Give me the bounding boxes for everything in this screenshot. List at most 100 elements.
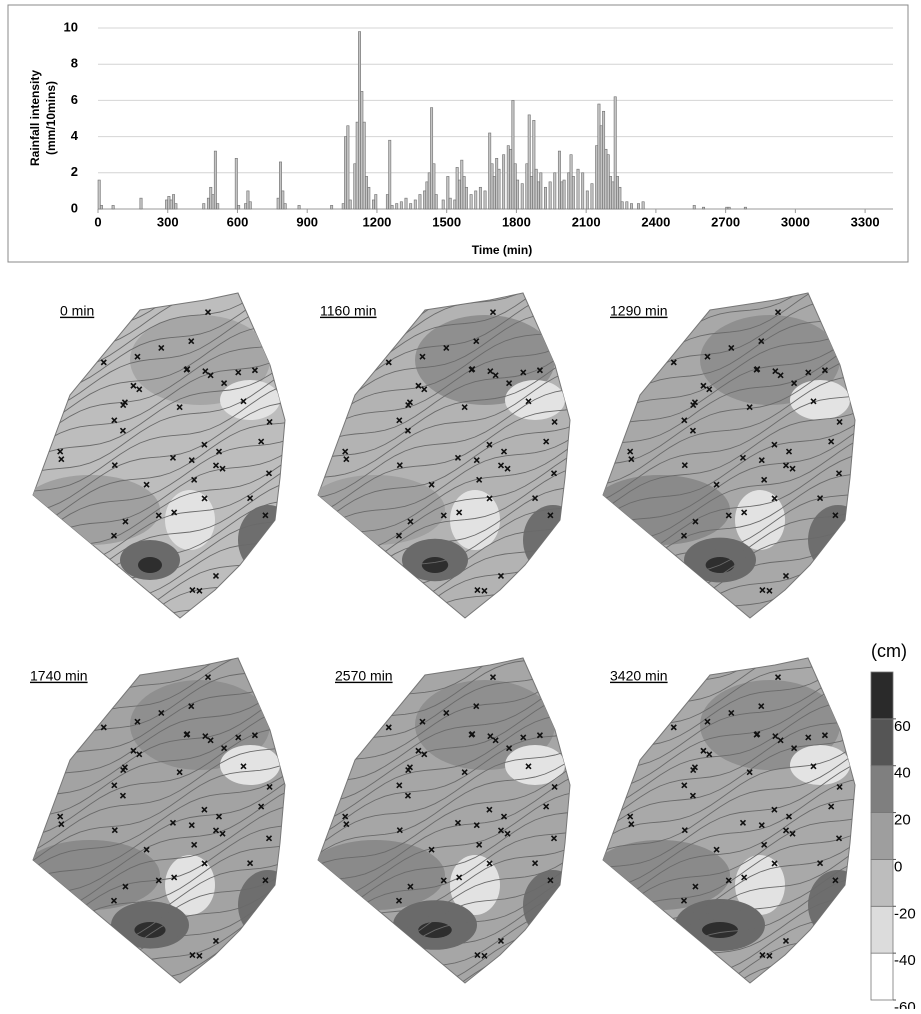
bar: [525, 163, 529, 210]
bar: [544, 186, 547, 210]
map-zone: [523, 505, 570, 575]
station-marker: [520, 734, 527, 741]
station-marker: [143, 846, 150, 853]
station-marker: [396, 417, 403, 424]
station-marker: [489, 309, 497, 316]
station-marker: [202, 368, 209, 375]
panel-title: 1290 min: [610, 303, 668, 319]
colorbar-tick-label: 40: [894, 765, 911, 782]
bar: [455, 167, 459, 210]
bar: [279, 161, 282, 210]
colorbar-band: [870, 952, 894, 1001]
bar: [460, 159, 464, 210]
bar: [602, 110, 606, 210]
station-marker: [122, 518, 129, 525]
colorbar-tick-label: -20: [894, 905, 916, 922]
bar: [727, 206, 731, 210]
station-marker: [469, 730, 476, 738]
station-marker: [680, 532, 688, 539]
station-marker: [443, 709, 450, 717]
map-zone: [415, 315, 555, 405]
map-zone: [263, 895, 285, 919]
station-marker: [265, 470, 273, 477]
station-marker: [835, 835, 843, 842]
map-zone: [220, 745, 280, 785]
bar: [206, 197, 210, 210]
bar: [478, 186, 482, 210]
contour-line: [603, 679, 855, 792]
station-marker: [772, 368, 779, 375]
station-marker: [136, 751, 143, 758]
bar: [367, 186, 371, 210]
station-marker: [111, 462, 118, 469]
station-marker: [415, 382, 422, 389]
station-marker: [771, 441, 778, 448]
station-marker: [405, 402, 412, 409]
station-marker: [758, 457, 765, 464]
station-marker: [689, 792, 697, 799]
station-marker: [212, 937, 220, 944]
bar: [483, 190, 487, 210]
station-marker: [785, 448, 793, 455]
bar: [585, 190, 589, 210]
station-marker: [473, 822, 480, 829]
panel-title: 0 min: [60, 303, 94, 319]
station-marker: [196, 587, 203, 594]
station-marker: [247, 860, 254, 867]
contour-line: [603, 734, 855, 849]
station-marker: [492, 372, 499, 379]
station-marker: [821, 732, 828, 739]
station-marker: [771, 806, 778, 813]
contour-line: [33, 345, 285, 460]
contour-line: [33, 725, 285, 838]
contour-line: [603, 744, 855, 858]
bar: [297, 205, 301, 210]
bar: [399, 201, 403, 210]
station-marker: [690, 402, 697, 409]
colorbar-tick-label: -60: [894, 999, 916, 1009]
station-marker: [396, 782, 403, 789]
map-zone: [238, 505, 285, 575]
station-marker: [487, 368, 494, 375]
contour-line: [318, 330, 570, 445]
station-marker: [810, 763, 817, 770]
contour-line: [603, 405, 855, 519]
station-marker: [525, 763, 532, 770]
bar: [469, 194, 473, 210]
station-marker: [497, 937, 505, 944]
station-marker: [547, 877, 554, 884]
bar: [581, 172, 585, 210]
bar: [520, 183, 524, 210]
contour-line: [603, 392, 855, 505]
station-marker: [385, 359, 392, 366]
station-marker: [486, 441, 493, 448]
station-marker: [188, 703, 195, 710]
station-marker: [440, 512, 447, 519]
station-marker: [771, 860, 778, 867]
colorbar-tick-label: 20: [894, 812, 911, 829]
bar: [395, 203, 399, 210]
bar: [344, 136, 348, 210]
station-marker: [474, 952, 481, 959]
map-zone: [548, 530, 570, 554]
contour-line: [318, 712, 570, 825]
station-marker: [396, 462, 403, 469]
station-marker: [766, 587, 773, 594]
map-panel: 1740 min: [30, 657, 286, 984]
panel-title: 3420 min: [610, 668, 668, 684]
station-marker: [704, 353, 711, 360]
map-zone: [33, 475, 160, 545]
station-marker: [212, 462, 220, 469]
contour-line: [318, 406, 570, 519]
x-tick-label: 600: [227, 214, 249, 229]
bar: [341, 203, 345, 210]
contour-line: [33, 687, 285, 801]
station-marker: [785, 813, 793, 820]
bar: [488, 132, 492, 210]
panel-title: 1740 min: [30, 668, 88, 684]
station-marker: [739, 819, 747, 826]
station-marker: [155, 512, 162, 519]
station-marker: [201, 441, 208, 448]
station-marker: [500, 813, 508, 820]
